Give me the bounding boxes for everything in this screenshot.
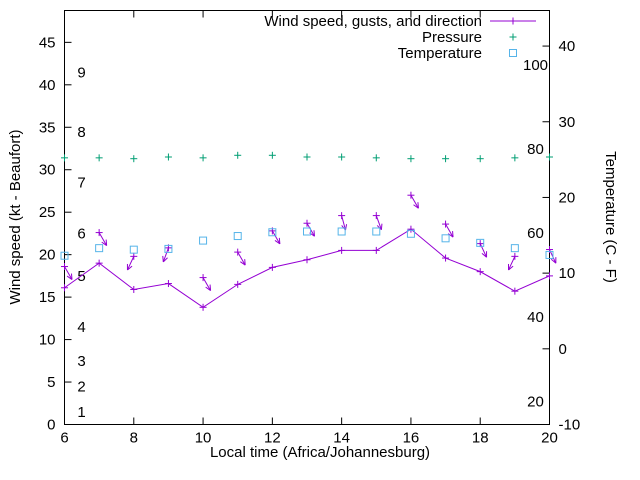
y-left-tick-label: 20 [39, 247, 56, 264]
temperature-marker [60, 251, 69, 260]
gust-direction-arrow-head [240, 261, 246, 266]
temperature-marker [441, 234, 450, 243]
y-right-tick-label: 20 [559, 189, 576, 206]
legend-label-0: Wind speed, gusts, and direction [264, 13, 482, 30]
gust-direction-arrow-head [66, 275, 73, 280]
fahrenheit-label: 20 [527, 393, 544, 410]
gust-direction-arrow-head [417, 202, 419, 209]
temperature-marker [337, 227, 346, 236]
gust-direction-arrow-head [70, 273, 73, 280]
gust-direction-arrow-head [508, 265, 514, 271]
fahrenheit-label: 60 [527, 225, 544, 242]
fahrenheit-label: 100 [523, 57, 548, 74]
x-tick-label: 6 [60, 430, 68, 447]
y-left-tick-label: 0 [47, 417, 55, 434]
gust-direction-arrow [98, 232, 108, 246]
gust-direction-arrow-head [413, 204, 419, 209]
plot-border [64, 10, 550, 425]
gust-direction-arrow-head [209, 284, 212, 291]
gust-direction-arrow [64, 266, 73, 280]
beaufort-label: 8 [77, 124, 85, 141]
gust-direction-arrow-head [101, 241, 107, 246]
y-left-tick-label: 35 [39, 119, 56, 136]
y-right-tick-label: 10 [559, 265, 576, 282]
gust-direction-arrow-head [127, 265, 133, 271]
beaufort-label: 5 [77, 268, 85, 285]
beaufort-label: 9 [77, 64, 85, 81]
temperature-marker [199, 236, 208, 245]
temperature-marker [545, 250, 554, 259]
beaufort-label: 1 [77, 404, 85, 421]
temperature-marker [476, 238, 485, 247]
x-tick-label: 14 [333, 430, 350, 447]
y-left-tick-label: 15 [39, 289, 56, 306]
y-right-tick-label: 0 [559, 341, 567, 358]
beaufort-label: 6 [77, 226, 85, 243]
beaufort-label: 4 [77, 319, 85, 336]
gust-direction-arrow-head [345, 224, 348, 231]
y-left-tick-label: 45 [39, 34, 56, 51]
temperature-marker [303, 227, 311, 236]
gust-direction-arrow-head [481, 252, 487, 258]
legend-label-1: Pressure [422, 29, 482, 46]
y-right-tick-label: 30 [559, 114, 576, 131]
x-tick-label: 20 [541, 430, 558, 447]
x-tick-label: 18 [472, 430, 489, 447]
legend-sample-marker [509, 49, 517, 57]
gust-direction-arrow-head [447, 233, 454, 238]
temperature-marker [268, 228, 277, 237]
temperature-marker [164, 244, 173, 253]
gust-direction-arrow-head [550, 258, 557, 264]
gust-direction-arrow [237, 251, 246, 266]
y-left-tick-label: 40 [39, 77, 56, 94]
y-left-tick-label: 10 [39, 332, 56, 349]
gust-direction-arrow-head [274, 240, 281, 245]
gust-direction-arrow [202, 277, 212, 291]
y-left-tick-label: 5 [47, 374, 55, 391]
legend-label-2: Temperature [398, 45, 482, 62]
gust-direction-arrow-head [278, 237, 281, 244]
gust-direction-arrow-head [452, 231, 454, 238]
x-tick-label: 8 [130, 430, 138, 447]
x-tick-label: 16 [403, 430, 420, 447]
x-tick-label: 10 [195, 430, 212, 447]
temperature-marker [372, 227, 381, 236]
left-axis-title: Wind speed (kt - Beaufort) [7, 129, 24, 305]
gust-direction-arrow-head [105, 239, 108, 246]
temperature-marker [233, 232, 242, 241]
temperature-marker [95, 244, 104, 253]
x-tick-label: 12 [264, 430, 281, 447]
gust-direction-arrow-head [380, 223, 383, 230]
gust-direction-arrow [445, 223, 454, 238]
y-left-tick-label: 30 [39, 162, 56, 179]
temperature-marker [129, 245, 138, 254]
gust-direction-arrow-head [162, 255, 164, 262]
fahrenheit-label: 80 [527, 141, 544, 158]
y-left-tick-label: 25 [39, 204, 56, 221]
gust-direction-arrow-head [205, 286, 211, 291]
beaufort-label: 3 [77, 353, 85, 370]
gust-direction-arrow-head [244, 259, 246, 266]
gust-direction-arrow-head [313, 230, 315, 237]
gust-direction-arrow [126, 256, 135, 271]
beaufort-label: 7 [77, 175, 85, 192]
gust-direction-arrow [375, 215, 382, 230]
temperature-marker [406, 229, 415, 238]
y-right-tick-label: 40 [559, 38, 576, 55]
temperature-marker [510, 244, 519, 253]
gust-direction-arrow [410, 194, 419, 209]
x-axis-title: Local time (Africa/Johannesburg) [209, 444, 431, 461]
gust-direction-arrow [508, 256, 516, 271]
gust-direction-arrow [271, 230, 281, 245]
beaufort-label: 2 [77, 379, 85, 396]
right-axis-title: Temperature (C - F) [602, 151, 619, 283]
gust-direction-arrow-head [162, 257, 168, 263]
y-right-tick-label: -10 [559, 417, 581, 434]
fahrenheit-label: 40 [527, 309, 544, 326]
gust-direction-arrow [162, 247, 169, 263]
